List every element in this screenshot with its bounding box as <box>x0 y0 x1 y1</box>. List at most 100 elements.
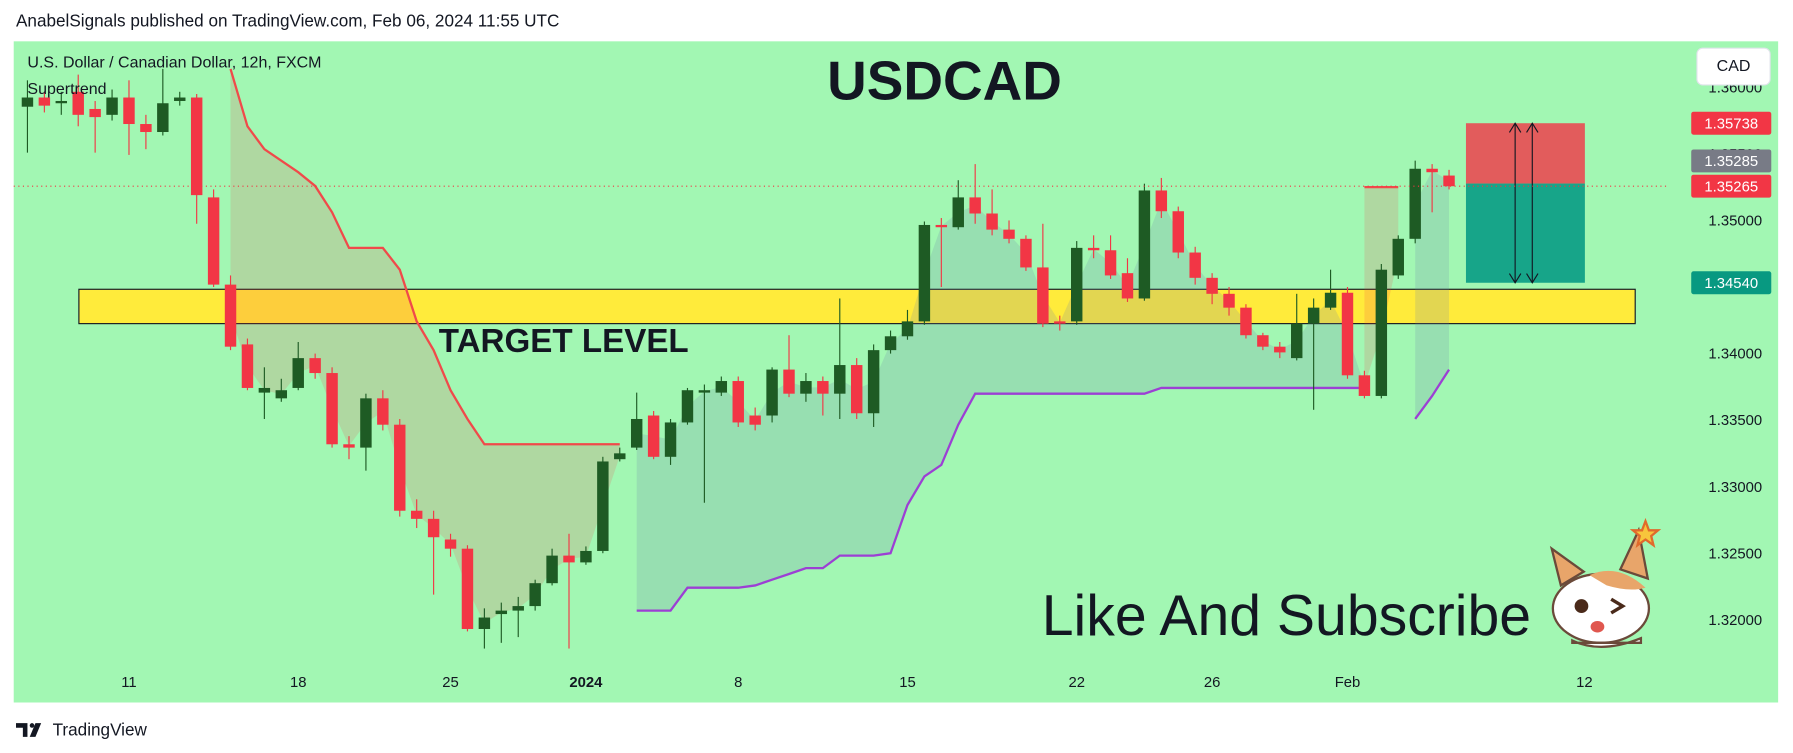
x-tick-label: 8 <box>734 675 742 691</box>
candle-body <box>1375 269 1388 396</box>
candle-body <box>935 224 948 228</box>
candle-body <box>207 197 220 285</box>
x-tick-label: 18 <box>290 675 307 691</box>
candle-body <box>597 461 609 551</box>
candle-body <box>715 381 728 393</box>
footer-brand: TradingView <box>53 720 148 740</box>
candle-body <box>1274 346 1286 353</box>
publisher-line: AnabelSignals published on TradingView.c… <box>16 10 559 30</box>
candle-body <box>630 418 643 448</box>
candle-body <box>783 369 795 394</box>
cat-ear <box>1549 545 1586 588</box>
indicator-legend: Supertrend <box>27 80 106 98</box>
candle-body <box>1138 190 1151 299</box>
cat-patch <box>1589 570 1646 590</box>
price-label: 1.35265 <box>1704 179 1758 195</box>
cat-mouth <box>1590 620 1605 633</box>
candle-body <box>1257 335 1269 347</box>
tradingview-logo: TradingView <box>16 720 148 740</box>
candle-body <box>681 390 694 423</box>
annotation: Like And Subscribe <box>1042 584 1531 648</box>
candle-body <box>817 381 829 394</box>
candle-body <box>444 539 457 549</box>
candle-body <box>850 365 863 414</box>
candle-body <box>884 336 897 351</box>
candle-body <box>546 555 558 584</box>
candle-body <box>241 344 254 388</box>
candle-body <box>1189 252 1201 278</box>
cat-star <box>1629 517 1662 548</box>
x-tick-label: 12 <box>1576 675 1593 691</box>
button-label[interactable]: CAD <box>1717 57 1751 75</box>
price-label: 1.35738 <box>1704 116 1758 132</box>
candle-body <box>529 583 541 607</box>
target-area <box>1465 183 1585 283</box>
supertrend-fill <box>636 200 1365 611</box>
candle-body <box>55 100 68 104</box>
candle-body <box>986 213 998 230</box>
candle-body <box>1358 375 1371 396</box>
x-tick-label: 22 <box>1068 675 1085 691</box>
button-box[interactable] <box>1696 47 1771 86</box>
arrow-head <box>1508 122 1522 284</box>
candle-body <box>89 108 101 118</box>
candle-body <box>969 197 981 214</box>
arrow-head <box>1526 122 1539 284</box>
candle-body <box>360 398 372 448</box>
candle-body <box>698 390 711 393</box>
candle-body <box>377 398 389 425</box>
candle-body <box>461 548 474 629</box>
y-tick-label: 1.34000 <box>1708 347 1762 363</box>
candle-body <box>1307 307 1320 324</box>
candle-body <box>1087 247 1100 251</box>
cat-body <box>1571 636 1643 649</box>
x-tick-label: Feb <box>1335 675 1361 691</box>
candle-body <box>309 358 321 374</box>
candle-body <box>918 224 931 322</box>
candle-body <box>258 387 271 393</box>
candle-body <box>664 422 677 457</box>
currency-button[interactable]: CAD <box>1696 47 1771 86</box>
supertrend-line <box>229 68 620 446</box>
candle-body <box>343 444 355 448</box>
candle-body <box>326 373 338 445</box>
x-tick-label: 25 <box>442 675 459 691</box>
candle-body <box>495 610 508 615</box>
logo-mark <box>29 723 42 737</box>
candle-body <box>174 97 186 101</box>
candle-body <box>1020 238 1032 268</box>
candle-body <box>427 518 440 538</box>
candle-body <box>1443 175 1455 187</box>
candle-body <box>1172 211 1184 253</box>
candle-body <box>1003 229 1015 239</box>
candle-body <box>140 124 152 133</box>
cat-eye <box>1574 599 1589 613</box>
logo-mark <box>16 723 28 737</box>
candle-body <box>834 365 846 394</box>
candle-body <box>123 97 135 125</box>
chart-title: USDCAD <box>827 49 1062 111</box>
candle-body <box>766 369 778 416</box>
symbol-legend: U.S. Dollar / Canadian Dollar, 12h, FXCM <box>27 53 321 71</box>
y-tick-label: 1.32500 <box>1708 546 1762 562</box>
candle-body <box>1324 292 1337 308</box>
candle-body <box>1121 273 1134 299</box>
candle-body <box>901 321 914 337</box>
line-layer <box>229 68 1450 612</box>
candle-body <box>224 284 237 347</box>
position-layer <box>13 122 1670 284</box>
candle-body <box>512 606 524 611</box>
price-label-box <box>1691 111 1772 135</box>
candle-body <box>1104 250 1117 276</box>
candle-body <box>157 103 169 133</box>
candle-body <box>275 390 288 399</box>
x-tick-label: 26 <box>1204 675 1221 691</box>
supertrend-fill <box>1415 170 1450 419</box>
y-tick-label: 1.33000 <box>1708 480 1762 496</box>
supertrend-line <box>636 386 1365 612</box>
zone-label: TARGET LEVEL <box>439 323 689 360</box>
candle-body <box>1206 277 1218 294</box>
candle-body <box>580 550 592 563</box>
